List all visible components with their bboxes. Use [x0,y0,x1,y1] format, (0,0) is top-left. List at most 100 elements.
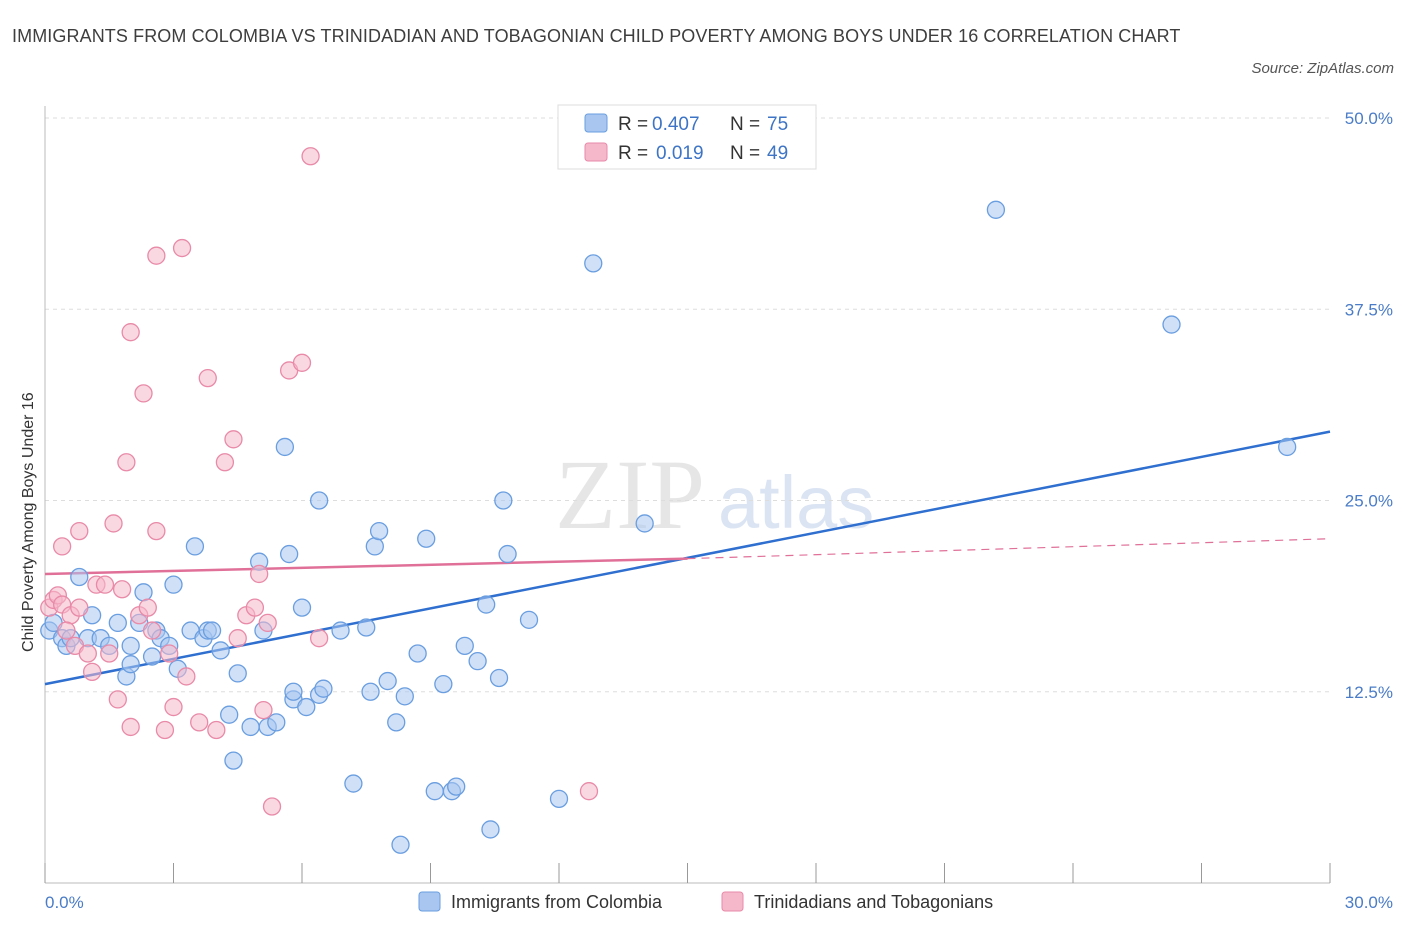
blue-point-34 [275,437,295,457]
blue-point-68 [635,514,654,533]
legend-swatch-pink [584,142,608,162]
y-tick-label-0: 12.5% [1345,683,1393,702]
y-tick-label-3: 50.0% [1345,109,1393,128]
blue-point-11 [121,636,140,655]
pink-point-23 [142,621,162,640]
blue-point-42 [331,621,350,640]
blue-point-37 [292,598,312,617]
pink-point-3 [52,537,72,556]
legend-r-value-1: 0.407 [652,114,700,135]
blue-point-73 [121,655,140,674]
blue-point-18 [164,575,183,594]
blue-point-43 [344,774,363,793]
pink-point-14 [104,514,123,533]
legend-r-value-2: 0.019 [656,143,704,164]
blue-point-71 [1278,437,1297,457]
blue-point-59 [468,652,487,671]
y-axis-label: Child Poverty Among Boys Under 16 [20,392,37,652]
bottom-legend-label-1: Immigrants from Colombia [451,892,663,912]
blue-point-44 [357,618,376,637]
blue-point-39 [309,491,329,510]
trend-line-trinidad [44,557,688,576]
blue-point-49 [387,713,406,732]
x-tick-label-1: 30.0% [1345,893,1393,912]
pink-point-24 [147,246,166,265]
pink-point-34 [215,453,235,472]
data-points [40,147,1297,854]
bottom-legend-swatch-blue [418,891,441,912]
pink-point-46 [309,629,329,648]
pink-point-25 [147,521,166,541]
blue-point-55 [434,674,453,694]
blue-point-74 [284,682,303,701]
tick-labels: 12.5% 25.0% 37.5% 50.0% 0.0% 30.0% [45,109,1393,912]
blue-point-46 [365,537,384,556]
blue-point-67 [584,254,603,273]
pink-point-40 [254,700,273,720]
pink-point-31 [190,713,209,732]
y-tick-label-1: 25.0% [1345,492,1393,511]
bottom-legend-swatch-pink [721,891,744,912]
blue-point-64 [498,544,517,564]
blue-point-65 [519,610,539,629]
axes [44,106,1331,884]
blue-point-29 [241,717,260,737]
blue-point-62 [489,668,509,688]
blue-point-24 [202,621,222,640]
pink-point-30 [177,667,196,686]
pink-point-29 [172,238,192,258]
blue-point-13 [134,583,153,602]
blue-point-66 [549,789,569,808]
grid-lines [45,117,1330,693]
pink-point-32 [198,368,217,388]
blue-point-38 [297,697,316,717]
watermark-atlas: atlas [718,461,874,544]
pink-point-42 [262,797,282,816]
bottom-legend: Immigrants from Colombia Trinidadians an… [418,891,993,912]
pink-point-36 [228,629,247,648]
blue-point-41 [314,679,333,698]
blue-point-61 [481,820,500,839]
pink-point-26 [155,720,175,740]
y-tick-label-2: 37.5% [1345,300,1393,319]
top-legend: R = 0.407 N = 75 R = 0.019 N = 49 [557,104,817,170]
legend-n-value-1: 75 [767,114,788,135]
trend-line-trinidad-dashed [687,538,1331,560]
legend-n-label-1: N = [730,114,760,135]
pink-point-41 [258,613,277,633]
legend-swatch-blue [584,113,608,133]
trend-line-colombia [44,430,1331,686]
blue-point-69 [986,200,1006,219]
pink-point-15 [108,690,127,709]
pink-point-39 [250,564,269,584]
pink-point-17 [117,453,136,472]
chart-title: IMMIGRANTS FROM COLOMBIA VS TRINIDADIAN … [12,26,1181,46]
pink-point-38 [245,598,265,617]
blue-point-28 [228,664,247,683]
pink-point-47 [579,782,599,801]
pink-point-21 [134,384,153,403]
pink-point-44 [292,353,312,372]
blue-point-58 [455,636,474,655]
pink-point-22 [138,598,157,617]
blue-point-47 [369,521,389,541]
blue-point-35 [279,544,299,564]
pink-point-27 [160,644,179,663]
legend-r-label-1: R = [618,114,648,135]
source-note: Source: ZipAtlas.com [1251,60,1394,77]
blue-point-57 [447,777,466,796]
legend-n-label-2: N = [730,143,760,164]
pink-point-35 [224,430,243,449]
blue-point-45 [361,682,380,701]
blue-point-52 [408,644,427,663]
pink-point-13 [100,644,119,663]
blue-point-54 [425,782,444,801]
pink-point-12 [95,575,115,594]
legend-r-label-2: R = [618,143,648,164]
pink-point-16 [112,580,132,599]
pink-point-10 [82,662,102,682]
blue-point-60 [477,595,496,614]
pink-point-7 [70,598,89,617]
pink-point-9 [78,644,97,663]
